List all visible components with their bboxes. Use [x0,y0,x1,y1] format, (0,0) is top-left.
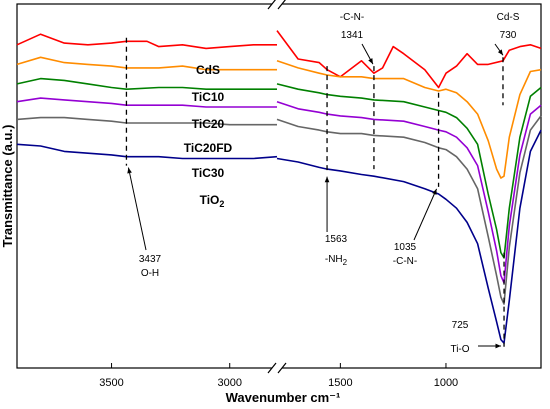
annotation-label-nh2-2-sub: 2 [343,258,348,267]
annotation-arrow-cn1035-shaft [413,188,438,241]
annotation-label-nh2-2: -NH2 [325,254,348,267]
series-label-tic10: TiC10 [192,90,225,104]
series-label-tio2: TiO2 [200,193,225,209]
series-line-tic20-right [276,83,542,259]
series-line-tio2-right [276,129,542,344]
series-line-tic20-left [16,77,277,90]
x-tick-label-3000: 3000 [217,377,241,389]
series-label-tio2-sub: 2 [219,199,224,209]
series-label-tic30: TiC30 [192,166,225,180]
annotation-label-cn1035-2: -C-N- [393,256,417,267]
x-axis-title: Wavenumber cm⁻¹ [226,390,341,405]
series-label-tio2-main: TiO [200,193,220,207]
annotation-arrow-nh2-head [324,176,330,183]
annotation-label-tio-2: Ti-O [450,344,469,355]
annotation-label-cds-1: Cd-S [497,12,520,23]
series-label-tic20: TiC20 [192,117,225,131]
series-line-tic30-left [16,116,277,126]
series-line-tic30-right [276,115,542,305]
annotation-arrow-cn1035-head [432,188,437,195]
axis-break-bottom [267,362,287,374]
series-line-tio2-left [16,143,278,160]
annotation-label-tio-1: 725 [452,320,469,331]
annotation-arrow-cn1341-head [368,58,373,65]
annotation-label-cn1035-1: 1035 [394,242,417,253]
annotation-arrow-oh-shaft [127,167,147,251]
annotations-group: 3437O-H1563-NH2-C-N-13411035-C-N-Cd-S730… [125,12,520,355]
series-label-cds: CdS [196,63,220,77]
annotation-label-nh2-2-main: -NH [325,254,343,265]
annotation-label-oh-1: 3437 [139,254,162,265]
x-ticks: 3500 3000 1500 1000 [99,363,458,389]
x-tick-label-1000: 1000 [434,377,458,389]
series-line-tic10-left [16,56,277,71]
series-label-tic20fd: TiC20FD [184,141,233,155]
axis-break-top [267,0,286,10]
series-labels: CdS TiC10 TiC20 TiC20FD TiC30 TiO2 [184,63,233,209]
series-line-tic20fd-left [16,97,277,108]
y-axis-title: Transmittance (a.u.) [0,125,15,248]
series-line-cds-left [16,33,277,50]
series-line-tic20fd-right [276,100,542,284]
series-line-tic10-right [276,60,542,179]
x-tick-label-3500: 3500 [99,377,123,389]
series-line-cds-right [276,30,542,89]
annotation-label-nh2-1: 1563 [325,234,348,245]
annotation-label-oh-2: O-H [141,268,159,279]
annotation-label-cn1341-1: -C-N- [340,12,364,23]
annotation-arrow-tio-head [495,343,502,349]
annotation-arrow-oh-head [127,167,132,174]
annotation-label-cn1341-2: 1341 [341,30,364,41]
annotation-label-cds-2: 730 [500,30,517,41]
annotation-arrow-cds-head [497,49,503,56]
series-group [16,30,542,344]
x-tick-label-1500: 1500 [328,377,352,389]
